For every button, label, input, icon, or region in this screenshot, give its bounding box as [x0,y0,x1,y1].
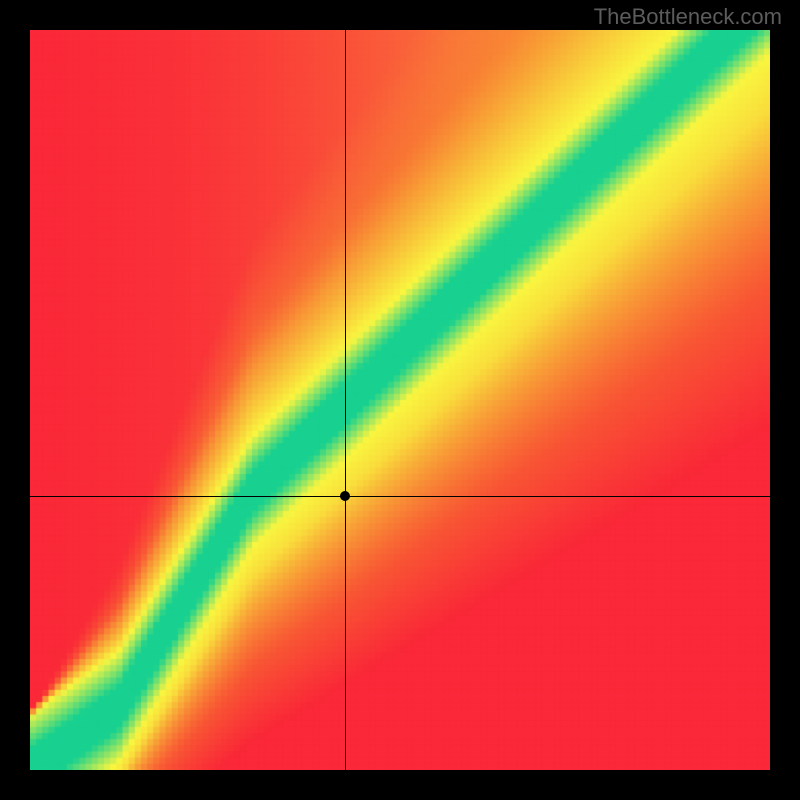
crosshair-horizontal [30,496,770,497]
watermark-text: TheBottleneck.com [594,4,782,30]
heatmap-canvas [30,30,770,770]
chart-container: TheBottleneck.com [0,0,800,800]
crosshair-vertical [345,30,346,770]
data-point-marker [340,491,350,501]
plot-area [30,30,770,770]
